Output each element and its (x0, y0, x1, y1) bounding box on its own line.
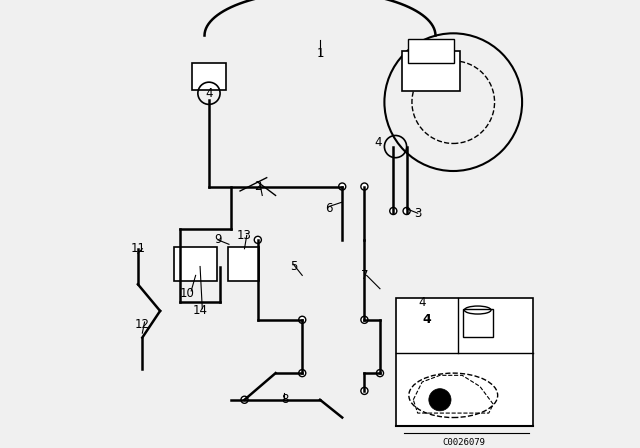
FancyBboxPatch shape (408, 39, 454, 63)
Circle shape (361, 316, 368, 323)
Bar (396, 297, 533, 426)
Text: 4: 4 (422, 313, 431, 326)
Text: 5: 5 (290, 260, 297, 273)
Circle shape (241, 396, 248, 403)
FancyBboxPatch shape (402, 51, 460, 91)
Circle shape (299, 370, 306, 377)
Text: 3: 3 (414, 207, 421, 220)
Circle shape (339, 183, 346, 190)
Circle shape (254, 236, 261, 243)
Circle shape (429, 389, 451, 411)
Text: 11: 11 (131, 242, 145, 255)
Circle shape (376, 370, 383, 377)
Text: 4: 4 (205, 87, 212, 100)
Text: 6: 6 (325, 202, 333, 215)
Text: 8: 8 (281, 393, 288, 406)
Circle shape (403, 207, 410, 215)
FancyBboxPatch shape (174, 247, 217, 281)
FancyBboxPatch shape (228, 247, 259, 281)
Text: 14: 14 (193, 305, 207, 318)
Text: 7: 7 (361, 269, 368, 282)
Text: 1: 1 (316, 47, 324, 60)
Text: 12: 12 (135, 318, 150, 331)
Text: 4: 4 (374, 136, 381, 149)
FancyBboxPatch shape (192, 63, 226, 90)
Circle shape (361, 183, 368, 190)
Circle shape (390, 207, 397, 215)
Text: 10: 10 (179, 287, 194, 300)
Text: 2: 2 (254, 180, 262, 193)
FancyBboxPatch shape (463, 309, 493, 337)
Circle shape (299, 316, 306, 323)
Circle shape (361, 388, 368, 394)
Text: 9: 9 (214, 233, 221, 246)
Text: 13: 13 (237, 229, 252, 242)
Text: 4: 4 (419, 296, 426, 309)
Text: C0026079: C0026079 (443, 438, 486, 447)
